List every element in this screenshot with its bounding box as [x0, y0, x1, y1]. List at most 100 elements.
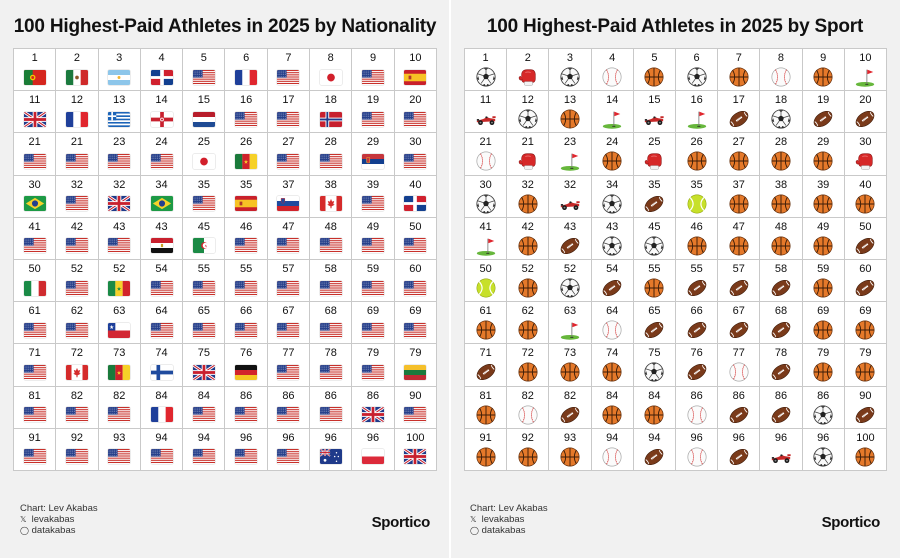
flag-usa-icon	[107, 448, 131, 466]
rank-label: 82	[521, 389, 534, 402]
athlete-cell: 47	[267, 217, 311, 260]
basketball-icon	[769, 150, 793, 172]
flag-usa-icon	[234, 110, 258, 128]
flag-uk-icon	[107, 195, 131, 213]
rank-label: 21	[521, 136, 534, 149]
athlete-cell: 93	[549, 428, 592, 471]
rank-label: 72	[70, 347, 84, 360]
athlete-cell: 32	[549, 175, 592, 218]
athlete-cell: 52	[549, 260, 592, 303]
athlete-cell: 30	[844, 133, 887, 176]
basketball-icon	[474, 404, 498, 426]
rank-label: 18	[324, 94, 337, 107]
rank-label: 82	[113, 389, 126, 402]
rank-label: 32	[521, 178, 534, 191]
basketball-icon	[811, 66, 835, 88]
basketball-icon	[558, 361, 582, 383]
rank-label: 66	[240, 305, 253, 318]
flag-usa-icon	[150, 448, 174, 466]
rank-label: 48	[324, 220, 337, 233]
athlete-cell: 96	[802, 428, 845, 471]
athlete-cell: 75	[633, 344, 676, 387]
athlete-cell: 86	[352, 386, 395, 429]
rank-label: 61	[479, 305, 492, 318]
rank-label: 50	[479, 263, 492, 275]
athlete-cell: 61	[14, 302, 57, 345]
rank-label: 20	[859, 94, 872, 107]
racing-icon	[642, 108, 666, 130]
athlete-cell: 47	[718, 217, 761, 260]
rank-label: 79	[817, 347, 830, 360]
athlete-cell: 74	[140, 344, 184, 387]
basketball-icon	[769, 235, 793, 257]
basketball-icon	[727, 150, 751, 172]
rank-label: 21	[28, 136, 41, 149]
rank-label: 23	[113, 136, 126, 149]
flag-usa-icon	[107, 406, 131, 424]
rank-label: 4	[158, 52, 165, 64]
rank-label: 35	[648, 178, 661, 191]
athlete-cell: 43	[591, 217, 634, 260]
athlete-cell: 75	[183, 344, 226, 387]
flag-usa-icon	[403, 321, 427, 339]
athlete-cell: 66	[225, 302, 268, 345]
basketball-icon	[516, 446, 540, 468]
flag-usa-icon	[319, 237, 343, 255]
basketball-icon	[642, 404, 666, 426]
soccer-icon	[642, 235, 666, 257]
athlete-cell: 40	[394, 175, 437, 218]
rank-label: 39	[817, 178, 830, 191]
athlete-cell: 66	[676, 302, 719, 345]
athlete-cell: 60	[394, 260, 437, 303]
rank-label: 60	[859, 263, 872, 275]
flag-usa-icon	[234, 321, 258, 339]
football-icon	[600, 277, 624, 299]
flag-usa-icon	[276, 110, 300, 128]
athlete-cell: 40	[844, 175, 887, 218]
rank-label: 96	[690, 431, 703, 444]
basketball-icon	[811, 277, 835, 299]
baseball-icon	[474, 150, 498, 172]
basketball-icon	[600, 361, 624, 383]
athlete-cell: 57	[267, 260, 311, 303]
athlete-cell: 94	[633, 428, 676, 471]
flag-france-icon	[234, 68, 258, 86]
rank-label: 11	[479, 94, 492, 107]
athlete-cell: 76	[225, 344, 268, 387]
basketball-icon	[811, 235, 835, 257]
boxing-icon	[642, 150, 666, 172]
football-icon	[685, 361, 709, 383]
rank-label: 66	[690, 305, 703, 318]
rank-label: 62	[70, 305, 84, 318]
athlete-cell: 2	[507, 49, 550, 92]
rank-label: 50	[409, 220, 422, 233]
football-icon	[685, 277, 709, 299]
athlete-cell: 5	[633, 49, 676, 92]
soccer-icon	[685, 66, 709, 88]
baseball-icon	[685, 404, 709, 426]
athlete-cell: 6	[225, 49, 268, 92]
flag-greece-icon	[107, 110, 131, 128]
rank-label: 35	[197, 178, 210, 191]
athlete-cell: 19	[802, 91, 845, 134]
rank-label: 79	[859, 347, 872, 360]
rank-label: 78	[774, 347, 788, 360]
athlete-cell: 55	[676, 260, 719, 303]
athlete-cell: 11	[14, 91, 57, 134]
flag-usa-icon	[403, 152, 427, 170]
athlete-cell: 79	[352, 344, 395, 387]
athlete-cell: 45	[633, 217, 676, 260]
athlete-cell: 23	[549, 133, 592, 176]
rank-label: 96	[366, 431, 380, 444]
rank-label: 7	[285, 52, 292, 64]
rank-label: 24	[155, 136, 168, 149]
athlete-cell: 91	[14, 428, 57, 471]
rank-label: 37	[732, 178, 745, 191]
golf-icon	[558, 150, 582, 172]
flag-usa-icon	[192, 406, 216, 424]
flag-usa-icon	[234, 448, 258, 466]
rank-label: 41	[479, 220, 492, 233]
chart-credit: Chart: Lev Akabas	[20, 503, 98, 514]
basketball-icon	[516, 193, 540, 215]
athlete-cell: 92	[56, 428, 99, 471]
